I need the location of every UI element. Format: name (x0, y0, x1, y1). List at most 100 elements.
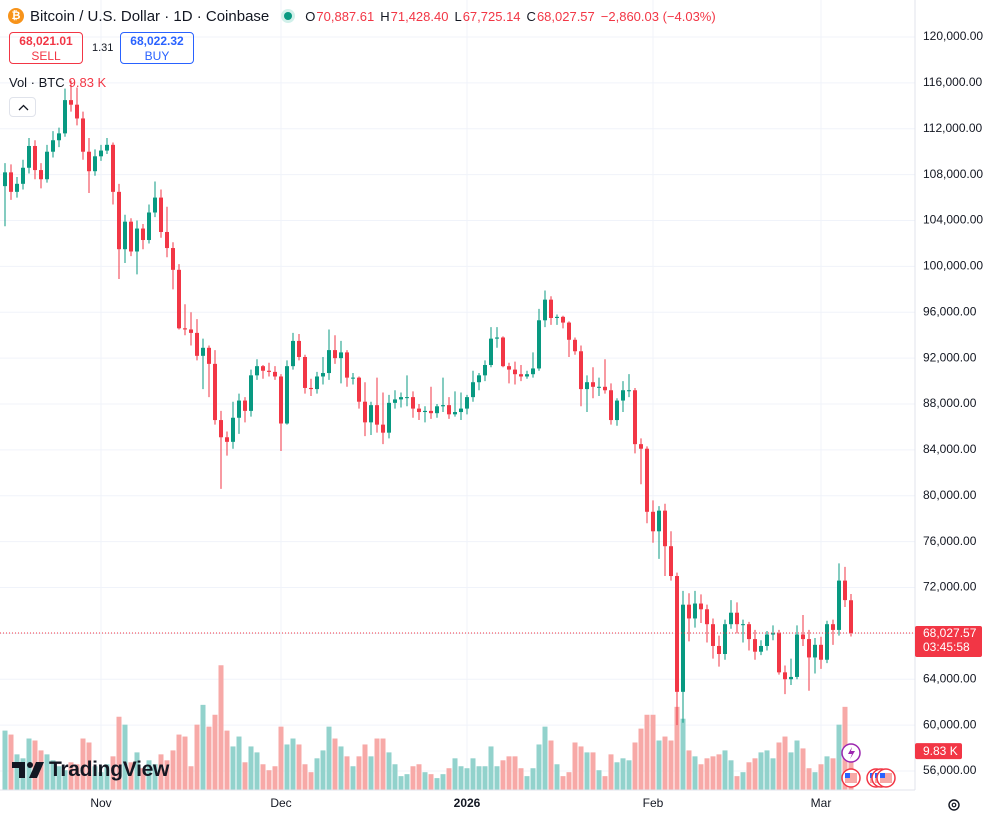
candle-body (27, 145, 31, 168)
volume-bar (770, 758, 776, 790)
volume-bar (584, 752, 590, 790)
buy-price: 68,022.32 (130, 34, 184, 48)
volume-bar (662, 736, 668, 790)
candle-body (231, 417, 235, 442)
volume-bar (710, 756, 716, 790)
candle-body (495, 337, 499, 339)
volume-bar (470, 758, 476, 790)
candle-body (519, 374, 523, 377)
volume-bar (122, 724, 128, 790)
volume-bar (182, 736, 188, 790)
event-flag-canton (845, 773, 850, 778)
candle-body (831, 624, 835, 630)
volume-bar (728, 760, 734, 790)
candle-body (741, 624, 745, 626)
volume-bar (2, 730, 8, 790)
volume-bar (650, 714, 656, 790)
volume-bar (146, 760, 152, 790)
candle-body (699, 603, 703, 610)
candle-body (693, 603, 697, 619)
volume-bar (704, 758, 710, 790)
candle-body (195, 332, 199, 356)
volume-bar (530, 768, 536, 790)
candle-body (471, 382, 475, 398)
candle-body (669, 546, 673, 577)
volume-bar (446, 768, 452, 790)
candle-body (129, 221, 133, 252)
volume-bar (248, 746, 254, 790)
volume-bar (392, 764, 398, 790)
volume-bar (434, 778, 440, 790)
event-flag-stripes (845, 773, 857, 783)
x-tick-label: Mar (811, 796, 832, 810)
volume-bar (134, 752, 140, 790)
candle-body (501, 337, 505, 367)
y-tick-label: 84,000.00 (923, 442, 977, 456)
volume-bar (416, 764, 422, 790)
volume-bar (230, 746, 236, 790)
volume-bar (500, 760, 506, 790)
candle-body (21, 167, 25, 184)
volume-bar (830, 758, 836, 790)
volume-bar (494, 766, 500, 790)
candle-body (429, 410, 433, 414)
candle-body (417, 408, 421, 413)
volume-bar (188, 766, 194, 790)
candle-body (759, 645, 763, 652)
candle-body (663, 510, 667, 547)
candle-body (681, 604, 685, 692)
volume-bar (602, 776, 608, 790)
symbol-header: ₿ Bitcoin / U.S. Dollar · 1D · Coinbase … (8, 6, 716, 26)
volume-bar (152, 764, 158, 790)
volume-bar (746, 762, 752, 790)
volume-bar (428, 774, 434, 790)
volume-bar (368, 756, 374, 790)
logo-icon (12, 762, 44, 778)
candle-body (735, 612, 739, 625)
y-tick-label: 92,000.00 (923, 350, 977, 364)
candle-body (273, 371, 277, 377)
volume-bar (62, 770, 68, 790)
candle-body (303, 356, 307, 388)
candle-body (189, 329, 193, 333)
candle-body (807, 639, 811, 658)
legend-value: 67,725.14 (462, 8, 521, 24)
candle-body (297, 340, 301, 357)
volume-bar (218, 665, 224, 790)
candle-body (57, 133, 61, 141)
y-tick-label: 112,000.00 (923, 121, 982, 135)
volume-bar (374, 738, 380, 790)
event-flag-stripes (880, 773, 892, 783)
candle-body (279, 376, 283, 424)
buy-button[interactable]: 68,022.32 BUY (120, 32, 194, 64)
candle-body (381, 424, 385, 433)
candle-body (111, 144, 115, 192)
candle-body (267, 370, 271, 372)
spread: 1.31 (92, 42, 114, 54)
volume-bar (110, 756, 116, 790)
volume-bar (686, 750, 692, 790)
x-tick-label: Feb (643, 796, 664, 810)
volume-bar (284, 744, 290, 790)
volume-bar (734, 776, 740, 790)
candle-body (621, 390, 625, 401)
candle-body (459, 408, 463, 413)
collapse-button[interactable] (9, 97, 36, 117)
candle-body (615, 400, 619, 421)
candle-body (243, 400, 247, 411)
candle-body (819, 644, 823, 660)
volume-bar (422, 772, 428, 790)
candle-body (789, 676, 793, 680)
symbol-title[interactable]: Bitcoin / U.S. Dollar · 1D · Coinbase (30, 7, 270, 25)
y-tick-label: 116,000.00 (923, 75, 982, 89)
candle-body (723, 624, 727, 654)
candle-body (705, 609, 709, 625)
sell-button[interactable]: 68,021.01 SELL (9, 32, 83, 64)
y-tick-label: 72,000.00 (923, 580, 977, 594)
volume-bar (200, 704, 206, 790)
volume-bar (788, 752, 794, 790)
volume-bar (716, 754, 722, 790)
candle-body (135, 228, 139, 252)
volume-bar (128, 762, 134, 790)
